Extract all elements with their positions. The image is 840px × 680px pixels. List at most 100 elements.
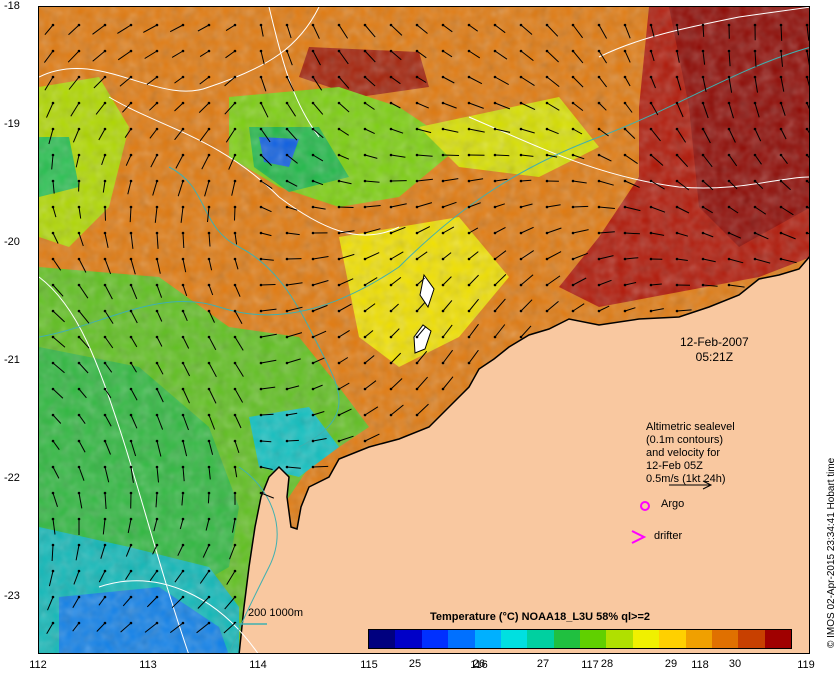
velocity-arrow-origin (493, 49, 497, 53)
velocity-arrow-origin (597, 101, 601, 105)
velocity-arrow (650, 50, 655, 62)
velocity-arrow (102, 180, 106, 193)
velocity-arrow (572, 229, 589, 234)
velocity-arrow-origin (155, 621, 159, 625)
colorbar-tick-28: 28 (600, 658, 614, 670)
velocity-arrow (125, 570, 132, 580)
velocity-arrow (572, 102, 584, 111)
velocity-arrow-origin (753, 205, 757, 209)
velocity-arrow (416, 50, 427, 59)
velocity-arrow-origin (285, 205, 289, 209)
velocity-arrow-origin (285, 439, 289, 443)
velocity-arrow-origin (207, 179, 211, 183)
velocity-arrow (442, 349, 454, 364)
velocity-arrow (598, 128, 609, 137)
velocity-arrow-origin (519, 101, 523, 105)
velocity-arrow-origin (155, 231, 159, 235)
velocity-arrow (728, 76, 733, 93)
velocity-arrow (260, 466, 273, 470)
velocity-arrow-origin (77, 621, 81, 625)
velocity-arrow (624, 102, 633, 113)
velocity-arrow-origin (571, 153, 575, 157)
velocity-arrow-origin (285, 257, 289, 261)
velocity-arrow (234, 310, 243, 325)
velocity-arrow-origin (181, 413, 185, 417)
velocity-arrow (806, 154, 809, 159)
velocity-arrow (494, 250, 507, 260)
velocity-arrow (208, 336, 217, 351)
velocity-arrow (286, 412, 298, 416)
velocity-arrow-origin (233, 439, 237, 443)
velocity-arrow-origin (259, 179, 263, 183)
velocity-arrow-origin (753, 75, 757, 79)
velocity-arrow-origin (51, 75, 55, 79)
velocity-arrow-origin (597, 257, 601, 261)
velocity-arrow (338, 435, 354, 442)
velocity-arrow-origin (701, 127, 705, 131)
velocity-arrow (338, 357, 349, 364)
velocity-arrow-origin (77, 101, 81, 105)
velocity-arrow-origin (129, 413, 133, 417)
velocity-arrow (208, 388, 217, 404)
velocity-arrow-origin (337, 257, 341, 261)
velocity-arrow-origin (389, 309, 393, 313)
velocity-arrow-origin (727, 75, 731, 79)
velocity-arrow (149, 102, 158, 111)
velocity-arrow-origin (415, 127, 419, 131)
velocity-arrow (226, 570, 236, 585)
velocity-arrow-origin (545, 283, 549, 287)
velocity-arrow (75, 154, 80, 168)
velocity-arrow-origin (363, 153, 367, 157)
velocity-arrow-origin (181, 127, 185, 131)
velocity-arrow (78, 284, 89, 299)
velocity-arrow-origin (129, 179, 133, 183)
velocity-arrow (286, 76, 295, 92)
velocity-arrow-origin (259, 49, 263, 53)
velocity-arrow-origin (259, 439, 263, 443)
sst-map[interactable] (38, 6, 810, 654)
velocity-arrow (130, 232, 134, 249)
velocity-arrow-origin (519, 335, 523, 339)
velocity-arrow (78, 206, 82, 219)
velocity-arrow-origin (259, 101, 263, 105)
velocity-arrow (390, 24, 403, 36)
colorbar-cell (580, 630, 607, 648)
velocity-arrow (390, 102, 401, 109)
velocity-arrow-origin (51, 231, 55, 235)
velocity-arrow (98, 570, 106, 583)
velocity-arrow-origin (51, 387, 55, 391)
velocity-arrow (52, 414, 62, 424)
velocity-arrow-origin (285, 283, 289, 287)
velocity-arrow-origin (259, 75, 263, 79)
velocity-arrow-origin (441, 101, 445, 105)
velocity-arrow-origin (467, 75, 471, 79)
velocity-arrow-origin (233, 465, 237, 469)
velocity-arrow (754, 102, 760, 118)
velocity-arrow (728, 258, 744, 264)
velocity-arrow (650, 102, 659, 116)
velocity-arrow-origin (51, 179, 55, 183)
velocity-arrow (73, 570, 80, 585)
velocity-arrow (312, 206, 326, 210)
velocity-arrow (390, 203, 407, 208)
velocity-arrow (149, 128, 158, 139)
velocity-arrow-origin (51, 309, 55, 313)
velocity-arrow-origin (597, 179, 601, 183)
velocity-arrow-origin (779, 49, 783, 53)
velocity-arrow-origin (727, 23, 731, 27)
velocity-arrow-origin (467, 335, 471, 339)
velocity-arrow (104, 440, 111, 455)
velocity-arrow (260, 180, 273, 190)
velocity-arrow-origin (467, 361, 471, 365)
velocity-arrow (260, 333, 277, 338)
velocity-arrow (124, 128, 132, 138)
legend-icons (235, 480, 713, 625)
velocity-arrow-origin (753, 23, 757, 27)
velocity-arrow (67, 50, 80, 63)
velocity-arrow (104, 206, 106, 221)
velocity-arrow-origin (363, 361, 367, 365)
velocity-arrow (177, 180, 184, 197)
velocity-arrow-origin (207, 361, 211, 365)
velocity-arrow-origin (285, 127, 289, 131)
velocity-arrow (364, 303, 376, 312)
